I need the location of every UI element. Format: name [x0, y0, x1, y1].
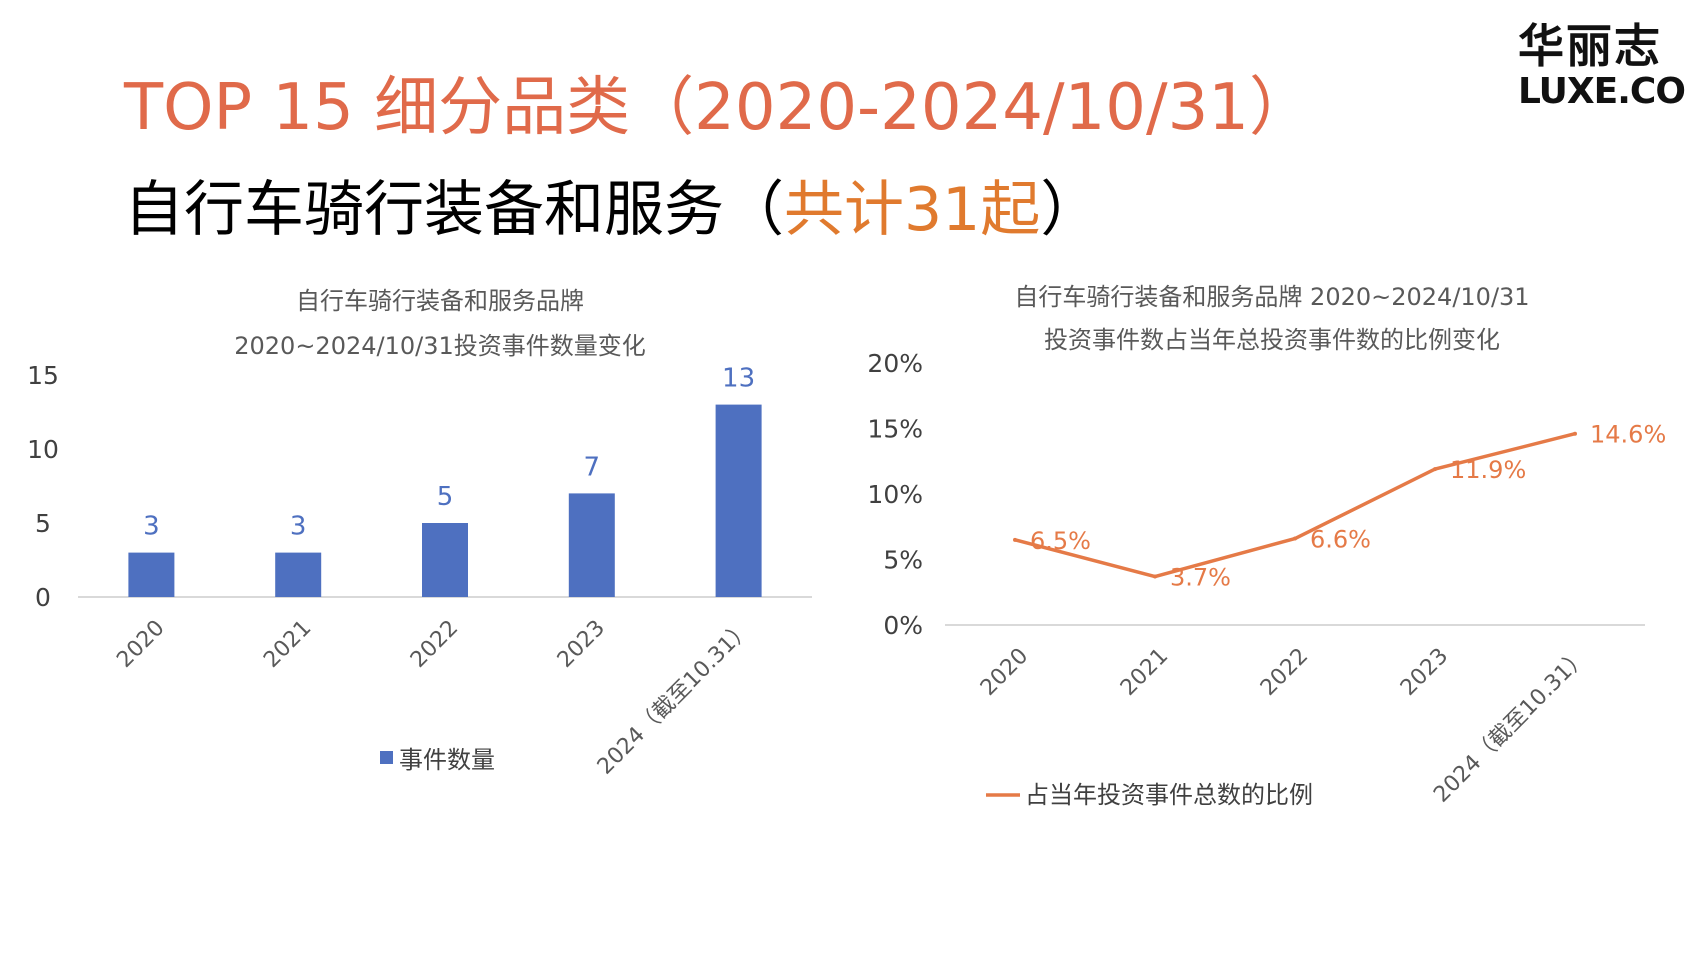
chart-title-line: 投资事件数占当年总投资事件数的比例变化: [1044, 326, 1500, 354]
bar-data-label: 3: [290, 512, 307, 542]
x-tick-label: 2021: [1116, 644, 1173, 701]
line-data-label: 11.9%: [1450, 456, 1526, 484]
subtitle-prefix: 自行车骑行装备和服务（: [124, 175, 784, 245]
line-data-label: 3.7%: [1170, 564, 1231, 592]
line-point: [1153, 574, 1157, 579]
logo-chinese: 华丽志: [1518, 19, 1662, 73]
bar: [715, 404, 762, 597]
brand-logo: 华丽志 LUXE.CO: [1518, 19, 1686, 112]
bar-data-label: 5: [437, 482, 454, 512]
x-tick-label: 2021: [259, 616, 316, 673]
line-data-label: 14.6%: [1590, 421, 1666, 449]
bar: [568, 493, 615, 597]
y-tick-label: 5%: [883, 546, 923, 575]
y-tick-label: 10: [27, 435, 59, 464]
y-tick-label: 15%: [867, 415, 923, 444]
x-tick-label: 2023: [553, 616, 610, 673]
line-point: [1013, 537, 1017, 542]
line-data-label: 6.6%: [1310, 526, 1371, 554]
bar-data-label: 3: [143, 512, 160, 542]
y-tick-label: 15: [27, 361, 59, 390]
x-tick-label: 2020: [112, 616, 169, 673]
subtitle-suffix: ）: [1040, 175, 1101, 245]
bar-data-label: 7: [584, 452, 601, 482]
line-point: [1293, 536, 1297, 541]
line-chart-event-share: 自行车骑行装备和服务品牌 2020~2024/10/31 投资事件数占当年总投资事…: [867, 283, 1666, 809]
chart-title-line: 自行车骑行装备和服务品牌 2020~2024/10/31: [1014, 283, 1529, 311]
bar: [128, 552, 175, 597]
x-tick-label: 2024（截至10.31）: [1429, 644, 1593, 808]
line-data-label: 6.5%: [1030, 527, 1091, 555]
y-tick-label: 0: [35, 583, 51, 612]
line-point: [1573, 431, 1577, 436]
page-subtitle: 自行车骑行装备和服务（共计31起）: [124, 170, 1100, 250]
bar-chart-event-count: 自行车骑行装备和服务品牌 2020~2024/10/31投资事件数量变化 0 5 10 1…: [27, 287, 812, 780]
legend-label: 事件数量: [399, 746, 495, 774]
logo-english: LUXE.CO: [1518, 71, 1686, 112]
line-point: [1433, 467, 1437, 472]
legend-swatch: [380, 751, 393, 764]
x-tick-label: 2023: [1396, 644, 1453, 701]
page-title: TOP 15 细分品类（2020-2024/10/31）: [124, 71, 1314, 145]
y-tick-label: 20%: [867, 349, 923, 378]
y-tick-label: 5: [35, 509, 51, 538]
subtitle-highlight: 共计31起: [784, 175, 1041, 245]
legend-label: 占当年投资事件总数的比例: [1025, 781, 1313, 809]
x-tick-label: 2022: [1256, 644, 1313, 701]
x-tick-label: 2024（截至10.31）: [593, 616, 757, 780]
x-tick-label: 2022: [406, 616, 463, 673]
bar: [275, 552, 322, 597]
bar-data-label: 13: [722, 364, 755, 394]
chart-title-line: 自行车骑行装备和服务品牌: [296, 287, 584, 315]
x-tick-label: 2020: [976, 644, 1033, 701]
chart-title-line: 2020~2024/10/31投资事件数量变化: [234, 332, 646, 360]
y-tick-label: 0%: [883, 611, 923, 640]
bar: [422, 523, 468, 597]
y-tick-label: 10%: [867, 480, 923, 509]
